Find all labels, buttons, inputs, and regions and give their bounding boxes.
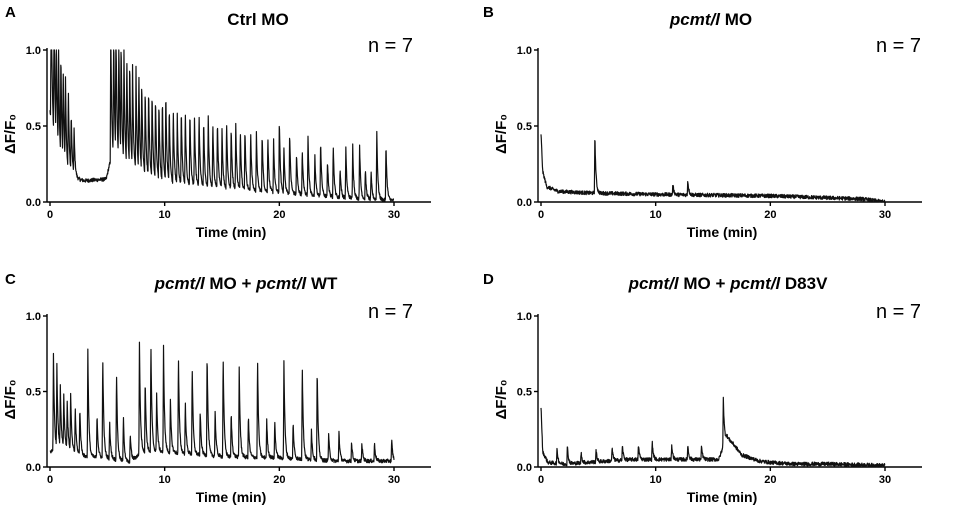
x-axis-label: Time (min) — [196, 489, 267, 505]
x-tick-label: 10 — [159, 474, 171, 486]
panel-letter: B — [483, 4, 494, 21]
y-tick-label: 1.0 — [517, 45, 532, 57]
x-tick-label: 20 — [764, 209, 776, 221]
y-tick-label: 0.0 — [517, 197, 532, 209]
panel-title: pcmt/l MO + pcmt/l WT — [154, 274, 338, 293]
y-axis-label: ΔF/F₀ — [2, 114, 19, 154]
panel-title: Ctrl MO — [227, 10, 288, 29]
n-label: n = 7 — [368, 35, 413, 57]
y-axis-label: ΔF/F₀ — [493, 379, 510, 419]
x-tick-label: 30 — [879, 209, 891, 221]
y-tick-label: 0.0 — [517, 462, 532, 474]
y-tick-label: 0.5 — [26, 121, 41, 133]
calcium-trace — [49, 341, 395, 464]
panel-title: pcmt/l MO — [669, 10, 752, 29]
x-tick-label: 30 — [879, 474, 891, 486]
x-axis-label: Time (min) — [687, 224, 758, 240]
x-tick-label: 20 — [273, 209, 285, 221]
y-axis-label: ΔF/F₀ — [493, 114, 510, 154]
panel-title: pcmt/l MO + pcmt/l D83V — [628, 274, 829, 293]
y-tick-label: 0.5 — [517, 387, 532, 399]
y-axis-label: ΔF/F₀ — [2, 379, 19, 419]
y-tick-label: 0.0 — [26, 462, 41, 474]
calcium-trace — [49, 49, 395, 203]
n-label: n = 7 — [876, 35, 921, 57]
y-tick-label: 0.5 — [26, 387, 41, 399]
x-tick-label: 10 — [650, 474, 662, 486]
x-axis-label: Time (min) — [196, 224, 267, 240]
x-tick-label: 10 — [159, 209, 171, 221]
n-label: n = 7 — [876, 301, 921, 323]
panel-letter: A — [5, 4, 16, 21]
panel-letter: D — [483, 271, 494, 288]
calcium-trace — [540, 396, 886, 468]
panel-letter: C — [5, 271, 16, 288]
x-tick-label: 20 — [764, 474, 776, 486]
y-tick-label: 1.0 — [26, 45, 41, 57]
calcium-trace — [540, 134, 886, 203]
x-tick-label: 0 — [538, 474, 544, 486]
y-tick-label: 1.0 — [26, 311, 41, 323]
x-tick-label: 0 — [47, 474, 53, 486]
x-tick-label: 0 — [47, 209, 53, 221]
y-tick-label: 0.5 — [517, 121, 532, 133]
x-tick-label: 30 — [388, 474, 400, 486]
panel-a: A Ctrl MO n = 7 0.0 0.5 1.0 0 10 20 30 Time (min) Δ… — [2, 4, 431, 240]
x-axis-label: Time (min) — [687, 489, 758, 505]
x-tick-label: 20 — [273, 474, 285, 486]
x-tick-label: 30 — [388, 209, 400, 221]
n-label: n = 7 — [368, 301, 413, 323]
y-tick-label: 0.0 — [26, 197, 41, 209]
x-tick-label: 10 — [650, 209, 662, 221]
x-tick-label: 0 — [538, 209, 544, 221]
y-tick-label: 1.0 — [517, 311, 532, 323]
